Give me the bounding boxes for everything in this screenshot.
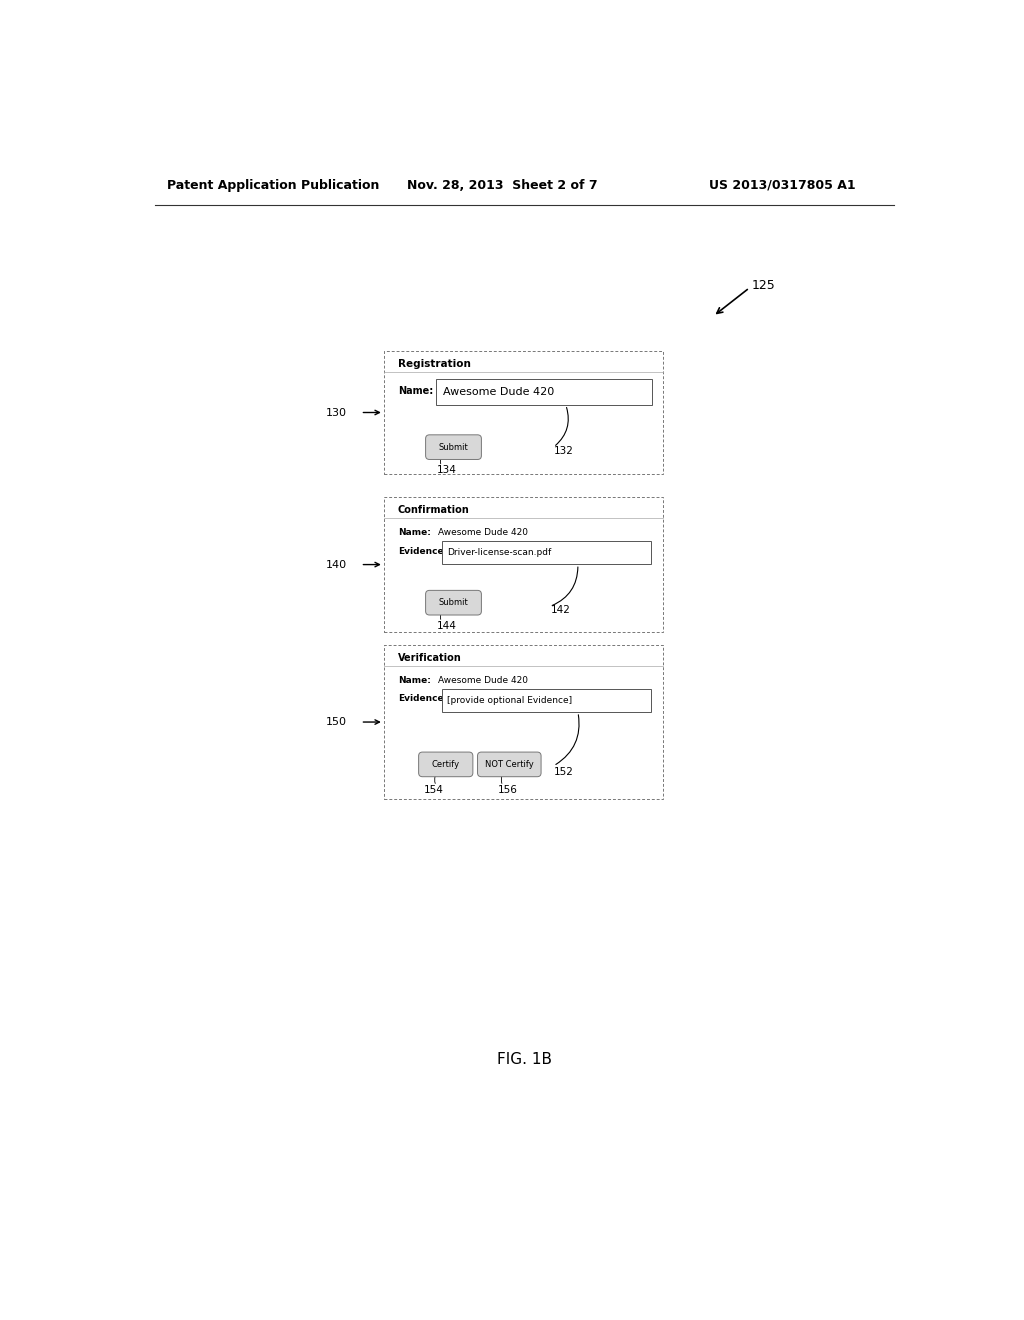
Text: [provide optional Evidence]: [provide optional Evidence]	[447, 696, 572, 705]
Text: Confirmation: Confirmation	[397, 506, 469, 515]
Text: 130: 130	[326, 408, 347, 417]
Text: Evidence:: Evidence:	[397, 694, 446, 704]
FancyBboxPatch shape	[419, 752, 473, 776]
Text: 152: 152	[554, 767, 574, 777]
Text: Submit: Submit	[438, 442, 468, 451]
Text: Driver-license-scan.pdf: Driver-license-scan.pdf	[447, 548, 552, 557]
Text: Name:: Name:	[397, 385, 433, 396]
Text: Awesome Dude 420: Awesome Dude 420	[438, 676, 528, 685]
Bar	[442, 541, 651, 564]
Text: 150: 150	[326, 717, 347, 727]
Text: 154: 154	[424, 785, 444, 795]
Bar	[436, 379, 652, 405]
Bar	[384, 645, 663, 799]
Text: Registration: Registration	[397, 359, 471, 368]
Bar	[384, 498, 663, 632]
Text: 132: 132	[554, 446, 574, 455]
Text: Name:: Name:	[397, 528, 430, 537]
Text: Nov. 28, 2013  Sheet 2 of 7: Nov. 28, 2013 Sheet 2 of 7	[407, 178, 598, 191]
Bar	[442, 689, 651, 711]
Text: 142: 142	[550, 606, 570, 615]
FancyBboxPatch shape	[426, 434, 481, 459]
Bar	[384, 351, 663, 474]
Text: Evidence:: Evidence:	[397, 546, 446, 556]
Text: 144: 144	[436, 620, 457, 631]
Text: Submit: Submit	[438, 598, 468, 607]
Text: Awesome Dude 420: Awesome Dude 420	[438, 528, 528, 537]
Text: NOT Certify: NOT Certify	[485, 760, 534, 768]
Text: Certify: Certify	[432, 760, 460, 768]
Text: FIG. 1B: FIG. 1B	[498, 1052, 552, 1067]
Text: 125: 125	[752, 279, 775, 292]
Text: Name:: Name:	[397, 676, 430, 685]
Text: 156: 156	[498, 785, 517, 795]
Text: US 2013/0317805 A1: US 2013/0317805 A1	[710, 178, 856, 191]
Text: 134: 134	[436, 465, 457, 475]
FancyBboxPatch shape	[426, 590, 481, 615]
Text: Verification: Verification	[397, 653, 462, 663]
Text: Patent Application Publication: Patent Application Publication	[167, 178, 379, 191]
Text: 140: 140	[326, 560, 347, 569]
FancyBboxPatch shape	[477, 752, 541, 776]
Text: Awesome Dude 420: Awesome Dude 420	[442, 387, 554, 397]
